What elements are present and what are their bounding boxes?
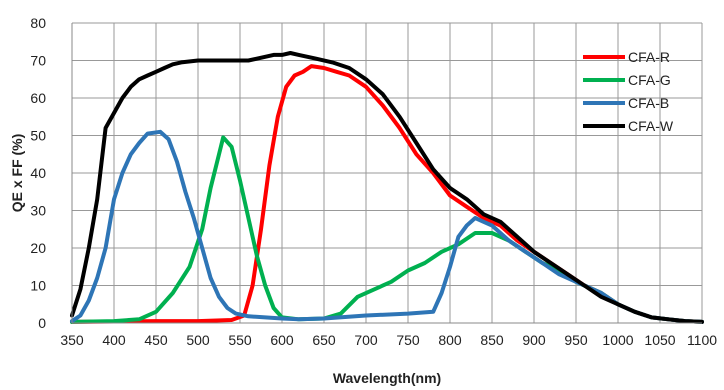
y-tick-label: 50 — [30, 128, 46, 144]
x-tick-label: 700 — [354, 332, 378, 348]
x-tick-label: 350 — [60, 332, 84, 348]
axes — [71, 23, 702, 324]
x-tick-label: 850 — [480, 332, 504, 348]
x-tick-label: 1000 — [602, 332, 633, 348]
x-tick-label: 900 — [522, 332, 546, 348]
legend-label-cfa-g: CFA-G — [628, 72, 671, 88]
series-line-cfa-w — [70, 51, 704, 324]
x-tick-label: 600 — [270, 332, 294, 348]
x-tick-label: 400 — [102, 332, 126, 348]
x-tick-label: 800 — [438, 332, 462, 348]
x-tick-labels: 350 400 450 500 550 600 650 700 750 800 850 900 950 1… — [60, 332, 717, 348]
series-line-cfa-b — [70, 129, 704, 324]
legend-label-cfa-w: CFA-W — [628, 118, 674, 134]
x-tick-label: 1050 — [644, 332, 675, 348]
y-tick-label: 0 — [38, 315, 46, 331]
legend: CFA-R CFA-G CFA-B CFA-W — [583, 49, 674, 134]
legend-label-cfa-r: CFA-R — [628, 49, 670, 65]
x-tick-label: 450 — [144, 332, 168, 348]
y-tick-label: 10 — [30, 278, 46, 294]
x-tick-label: 750 — [396, 332, 420, 348]
y-tick-labels: 0 10 20 30 40 50 60 70 80 — [30, 15, 46, 331]
x-tick-label: 650 — [312, 332, 336, 348]
series-lines — [70, 51, 704, 324]
x-tick-label: 500 — [186, 332, 210, 348]
y-tick-label: 40 — [30, 165, 46, 181]
y-tick-label: 70 — [30, 53, 46, 69]
y-tick-label: 80 — [30, 15, 46, 31]
x-tick-label: 1100 — [687, 332, 717, 348]
y-tick-label: 20 — [30, 240, 46, 256]
y-tick-label: 30 — [30, 203, 46, 219]
y-tick-label: 60 — [30, 90, 46, 106]
series-line-cfa-g — [70, 135, 704, 324]
x-tick-label: 550 — [228, 332, 252, 348]
x-tick-label: 950 — [564, 332, 588, 348]
y-axis-title: QE x FF (%) — [9, 134, 25, 213]
legend-label-cfa-b: CFA-B — [628, 95, 669, 111]
x-axis-title: Wavelength(nm) — [333, 370, 441, 386]
